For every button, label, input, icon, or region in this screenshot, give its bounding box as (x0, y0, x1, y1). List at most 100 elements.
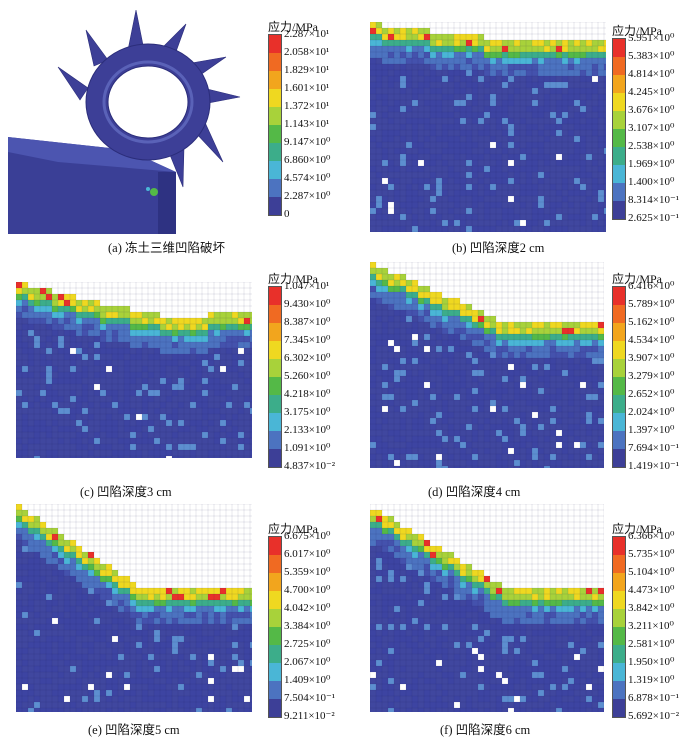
colorbar-segment (613, 57, 625, 75)
legend-tick-label: 1.319×10⁰ (628, 674, 675, 686)
colorbar-segment (613, 359, 625, 377)
colorbar-segment (269, 395, 281, 413)
panel-b (370, 22, 610, 232)
colorbar-segment (613, 147, 625, 165)
legend-tick-label: 5.735×10⁰ (628, 548, 675, 560)
legend-tick-label: 1.372×10¹ (284, 100, 330, 112)
caption-d: (d) 凹陷深度4 cm (428, 485, 521, 499)
legend-tick-label: 9.430×10⁰ (284, 298, 331, 310)
legend-tick-label: 2.287×10¹ (284, 28, 330, 40)
colorbar-segment (613, 93, 625, 111)
stress-field-c (16, 282, 252, 458)
legend-tick-label: 1.969×10⁰ (628, 158, 675, 170)
legend-tick-label: 3.107×10⁰ (628, 122, 675, 134)
colorbar-segment (613, 111, 625, 129)
legend-tick-label: 3.175×10⁰ (284, 406, 331, 418)
legend-tick-label: 4.245×10⁰ (628, 86, 675, 98)
colorbar-segment (269, 555, 281, 573)
colorbar-segment (613, 165, 625, 183)
colorbar-segment (613, 699, 625, 717)
colorbar-segment (269, 161, 281, 179)
colorbar-segment (269, 627, 281, 645)
colorbar-segment (613, 645, 625, 663)
panel-c (16, 282, 256, 480)
stress-field-e (16, 504, 252, 712)
legend-tick-label: 3.211×10⁰ (628, 620, 674, 632)
legend-tick-label: 2.581×10⁰ (628, 638, 675, 650)
legend-title: 应力/MPa (612, 272, 663, 286)
legend-tick-label: 6.675×10⁰ (284, 530, 331, 542)
colorbar-segment (269, 377, 281, 395)
legend-tick-label: 1.601×10¹ (284, 82, 330, 94)
legend-colorbar (612, 38, 626, 220)
legend-tick-label: 4.700×10⁰ (284, 584, 331, 596)
legend-tick-label: 5.383×10⁰ (628, 50, 675, 62)
colorbar-segment (613, 413, 625, 431)
legend-tick-label: 6.860×10⁰ (284, 154, 331, 166)
colorbar-segment (269, 341, 281, 359)
legend-tick-label: 6.366×10⁰ (628, 530, 675, 542)
colorbar-segment (613, 377, 625, 395)
legend-tick-label: 3.907×10⁰ (628, 352, 675, 364)
colorbar-segment (613, 591, 625, 609)
colorbar-segment (613, 395, 625, 413)
legend-tick-label: 5.260×10⁰ (284, 370, 331, 382)
legend-tick-label: 4.534×10⁰ (628, 334, 675, 346)
colorbar-segment (613, 287, 625, 305)
colorbar-segment (269, 413, 281, 431)
colorbar-segment (613, 201, 625, 219)
colorbar-segment (613, 75, 625, 93)
legend-colorbar (268, 286, 282, 468)
colorbar-segment (613, 573, 625, 591)
legend-tick-label: 4.218×10⁰ (284, 388, 331, 400)
legend-tick-label: 1.047×10¹ (284, 280, 330, 292)
legend-tick-label: 2.538×10⁰ (628, 140, 675, 152)
legend-tick-label: 6.878×10⁻¹ (628, 692, 680, 704)
colorbar-segment (613, 341, 625, 359)
legend-tick-label: 2.652×10⁰ (628, 388, 675, 400)
legend-tick-label: 3.676×10⁰ (628, 104, 675, 116)
legend-tick-label: 2.725×10⁰ (284, 638, 331, 650)
legend-colorbar (612, 286, 626, 468)
legend-colorbar (612, 536, 626, 718)
legend-tick-label: 4.814×10⁰ (628, 68, 675, 80)
caption-a: (a) 冻土三维凹陷破坏 (108, 241, 225, 255)
legend-tick-label: 3.279×10⁰ (628, 370, 675, 382)
colorbar-segment (613, 609, 625, 627)
legend-tick-label: 4.042×10⁰ (284, 602, 331, 614)
colorbar-segment (269, 143, 281, 161)
legend-tick-label: 5.104×10⁰ (628, 566, 675, 578)
colorbar-segment (269, 681, 281, 699)
legend-tick-label: 4.837×10⁻² (284, 460, 336, 472)
legend-tick-label: 2.058×10¹ (284, 46, 330, 58)
panel-e (16, 504, 256, 714)
legend-tick-label: 1.091×10⁰ (284, 442, 331, 454)
colorbar-segment (269, 89, 281, 107)
colorbar-segment (613, 129, 625, 147)
legend-tick-label: 1.400×10⁰ (628, 176, 675, 188)
legend-tick-label: 4.574×10⁰ (284, 172, 331, 184)
legend-tick-label: 3.842×10⁰ (628, 602, 675, 614)
caption-f: (f) 凹陷深度6 cm (440, 723, 531, 737)
legend-tick-label: 5.359×10⁰ (284, 566, 331, 578)
colorbar-segment (269, 699, 281, 717)
caption-e: (e) 凹陷深度5 cm (88, 723, 180, 737)
colorbar-segment (269, 537, 281, 555)
legend-tick-label: 1.419×10⁻¹ (628, 460, 680, 472)
legend-tick-label: 7.694×10⁻¹ (628, 442, 680, 454)
legend-tick-label: 2.625×10⁻¹ (628, 212, 680, 224)
legend-tick-label: 5.162×10⁰ (628, 316, 675, 328)
legend-tick-label: 6.017×10⁰ (284, 548, 331, 560)
legend-tick-label: 1.143×10¹ (284, 118, 330, 130)
legend-colorbar (268, 34, 282, 216)
colorbar-segment (613, 183, 625, 201)
caption-c: (c) 凹陷深度3 cm (80, 485, 172, 499)
model-3d-render (8, 9, 241, 234)
stress-field-b (370, 22, 606, 232)
colorbar-segment (613, 323, 625, 341)
colorbar-segment (269, 645, 281, 663)
colorbar-segment (269, 323, 281, 341)
legend-tick-label: 5.789×10⁰ (628, 298, 675, 310)
colorbar-segment (269, 609, 281, 627)
colorbar-segment (269, 287, 281, 305)
